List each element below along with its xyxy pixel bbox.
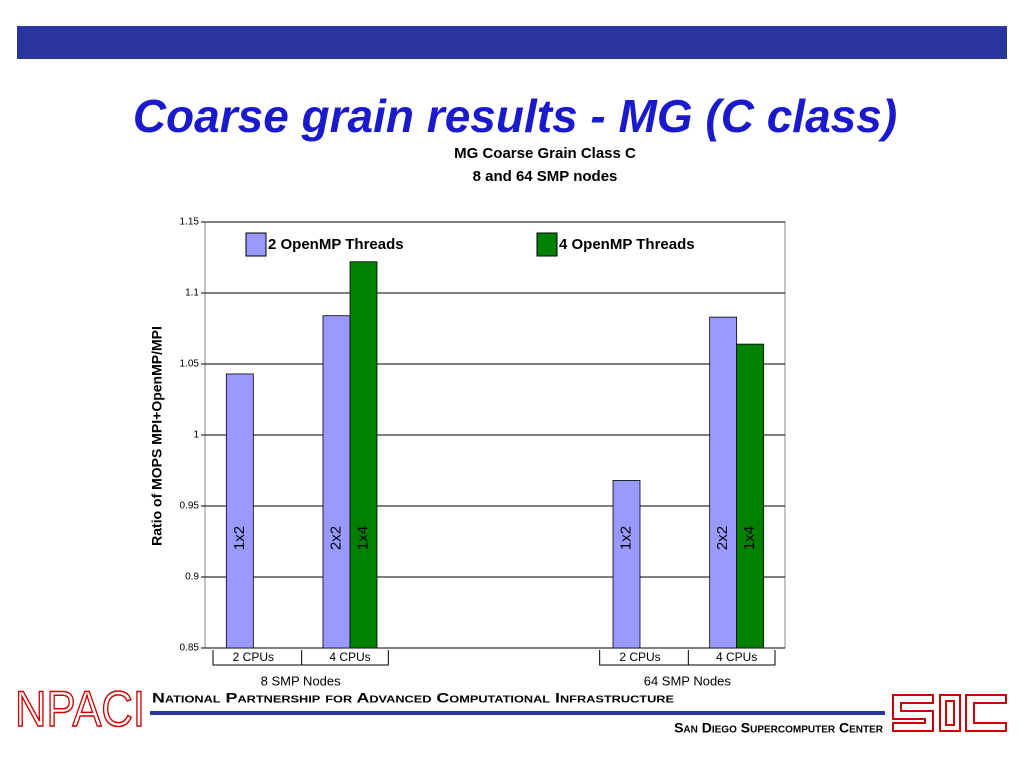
x-tick-label: 4 CPUs — [329, 650, 370, 664]
legend-label: 4 OpenMP Threads — [559, 236, 695, 253]
logo: NPACI — [15, 681, 145, 737]
chart-title: MG Coarse Grain Class C — [454, 145, 636, 162]
bar — [612, 480, 641, 649]
bar-label: 2x2 — [714, 526, 731, 550]
top-band — [17, 26, 1007, 59]
bar — [349, 261, 378, 649]
y-tick-label: 0.9 — [185, 572, 199, 583]
bar — [736, 343, 765, 649]
y-tick-label: 1 — [193, 430, 199, 441]
chart-subtitle: 8 and 64 SMP nodes — [473, 168, 618, 185]
slide-title: Coarse grain results - MG (C class) — [133, 90, 897, 142]
x-tick-label: 4 CPUs — [716, 650, 757, 664]
legend-swatch — [245, 232, 267, 257]
y-tick-label: 1.15 — [180, 217, 200, 228]
legend-label: 2 OpenMP Threads — [268, 236, 404, 253]
group-bracket — [599, 650, 776, 666]
legend-swatch — [536, 232, 558, 257]
y-tick-label: 1.05 — [180, 359, 200, 370]
y-tick-label: 0.85 — [180, 643, 200, 654]
bar — [709, 316, 738, 649]
y-tick-label: 0.95 — [180, 501, 200, 512]
x-tick-label: 2 CPUs — [233, 650, 274, 664]
group-label: 8 SMP Nodes — [261, 673, 341, 688]
bar-label: 1x4 — [354, 526, 371, 550]
bar-label: 1x2 — [231, 526, 248, 550]
bar — [225, 373, 254, 649]
x-tick-label: 2 CPUs — [619, 650, 660, 664]
bar — [322, 315, 351, 649]
y-tick-label: 1.1 — [185, 288, 199, 299]
bar-label: 1x2 — [617, 526, 634, 550]
group-label: 64 SMP Nodes — [644, 673, 732, 688]
footer-rule — [150, 711, 885, 715]
footer-top: National Partnership for Advanced Comput… — [152, 690, 674, 706]
footer-bottom: San Diego Supercomputer Center — [674, 720, 884, 736]
bar-label: 2x2 — [327, 526, 344, 550]
y-axis-label: Ratio of MOPS MPI+OpenMP/MPI — [149, 326, 165, 546]
group-bracket — [212, 650, 389, 666]
sdsc-logo — [892, 694, 1007, 732]
bar-label: 1x4 — [741, 526, 758, 550]
